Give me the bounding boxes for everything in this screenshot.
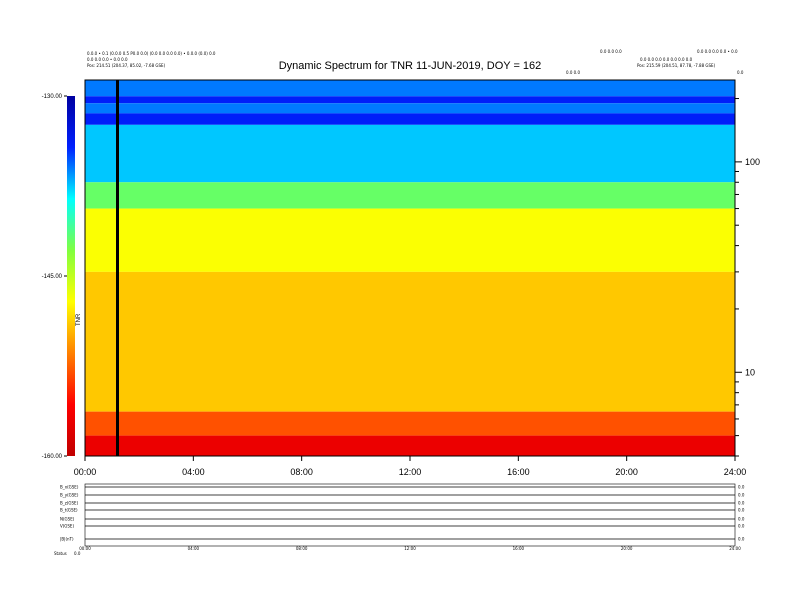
spectrum-band — [85, 103, 735, 114]
header-corner: 0.0 — [737, 70, 744, 75]
spectrum-band — [85, 124, 735, 183]
lower-right-label: 0.0 — [738, 485, 745, 490]
y-tick-label: 100 — [745, 157, 760, 167]
header-left-line1: 0.0.0 • 0.1 (0.0.0 0.5 P0.0 0.0) (0.0 0.… — [87, 51, 216, 56]
spectrogram — [85, 80, 735, 456]
lower-time-label: 12:00 — [404, 546, 416, 551]
header-right-top-b: 0.0 0.0 0.0 0.0 • 0.0 — [697, 49, 738, 54]
x-tick-label: 04:00 — [182, 467, 205, 477]
colorbar — [67, 96, 75, 456]
lower-time-label: 00:00 — [79, 546, 91, 551]
y-tick-label: 10 — [745, 367, 755, 377]
spectrum-band — [85, 435, 735, 456]
spectrum-band — [85, 411, 735, 436]
lower-row-label: |B|(nT) — [60, 537, 74, 542]
lower-frame — [84, 483, 736, 547]
spectrum-band — [85, 208, 735, 272]
x-tick-label: 12:00 — [399, 467, 422, 477]
lower-right-label: 0.0 — [738, 508, 745, 513]
lower-panels: B_x(GSE) 0.0 B_y(GSE) 0.0 B_z(GSE) 0.0 B_t(GSE… — [60, 483, 745, 551]
colorbar-label: TNR — [76, 313, 82, 326]
lower-right-label: 0.0 — [738, 501, 745, 506]
header-marker: 0.0 0.0 — [566, 70, 580, 75]
lower-right-label: 0.0 — [738, 537, 745, 542]
lower-row-label: B_t(GSE) — [60, 508, 78, 513]
x-tick-label: 16:00 — [507, 467, 530, 477]
footer-status-value: 0.0 — [74, 551, 81, 556]
colorbar-ticks: -130.00 -145.00 -160.00 — [42, 94, 67, 460]
lower-row-label: B_z(GSE) — [60, 501, 79, 506]
lower-row-label: B_x(GSE) — [60, 485, 79, 490]
footer-status: Status — [54, 551, 67, 556]
lower-time-label: 08:00 — [296, 546, 308, 551]
y-axis-ticks: 100 10 — [735, 98, 760, 457]
lower-row-label: V(GSE) — [60, 524, 74, 529]
x-tick-label: 08:00 — [290, 467, 313, 477]
x-tick-label: 00:00 — [74, 467, 97, 477]
x-axis-ticks: 00:00 04:00 08:00 12:00 16:00 20:00 24:00 — [74, 456, 747, 477]
header-left-line2: 0.0 0.0 0.0 • 0.0 0.0 — [87, 57, 128, 62]
lower-time-label: 04:00 — [188, 546, 200, 551]
lower-time-label: 20:00 — [621, 546, 633, 551]
spectrum-band — [85, 96, 735, 104]
colorbar-tick-label: -130.00 — [42, 94, 63, 100]
spectrum-band — [85, 271, 735, 412]
lower-right-label: 0.0 — [738, 524, 745, 529]
header-right-line2: 0.0 0.0 0.0 0.0 0.0 0.0 0.0 — [640, 57, 693, 62]
header-left-pos: Pos: 214.51 (204.37, 85.02, -7.68 GSE) — [87, 63, 166, 68]
spectrum-band — [85, 113, 735, 125]
spectrum-band — [85, 80, 735, 97]
spectrum-band — [85, 182, 735, 209]
colorbar-tick-label: -145.00 — [42, 274, 63, 280]
x-tick-label: 20:00 — [615, 467, 638, 477]
lower-row-label: B_y(GSE) — [60, 493, 79, 498]
lower-time-label: 16:00 — [513, 546, 525, 551]
lower-row-label: N(GSE) — [60, 517, 75, 522]
lower-right-label: 0.0 — [738, 493, 745, 498]
colorbar-tick-label: -160.00 — [42, 454, 63, 460]
chart-title: Dynamic Spectrum for TNR 11-JUN-2019, DO… — [279, 60, 542, 72]
header-right-pos: Pos: 215.59 (204.51, 87.78, -7.88 GSE) — [637, 63, 716, 68]
lower-time-label: 24:00 — [729, 546, 741, 551]
x-tick-label: 24:00 — [724, 467, 747, 477]
header-right-top-a: 0.0 0.0 0.0 — [600, 49, 622, 54]
lower-right-label: 0.0 — [738, 517, 745, 522]
